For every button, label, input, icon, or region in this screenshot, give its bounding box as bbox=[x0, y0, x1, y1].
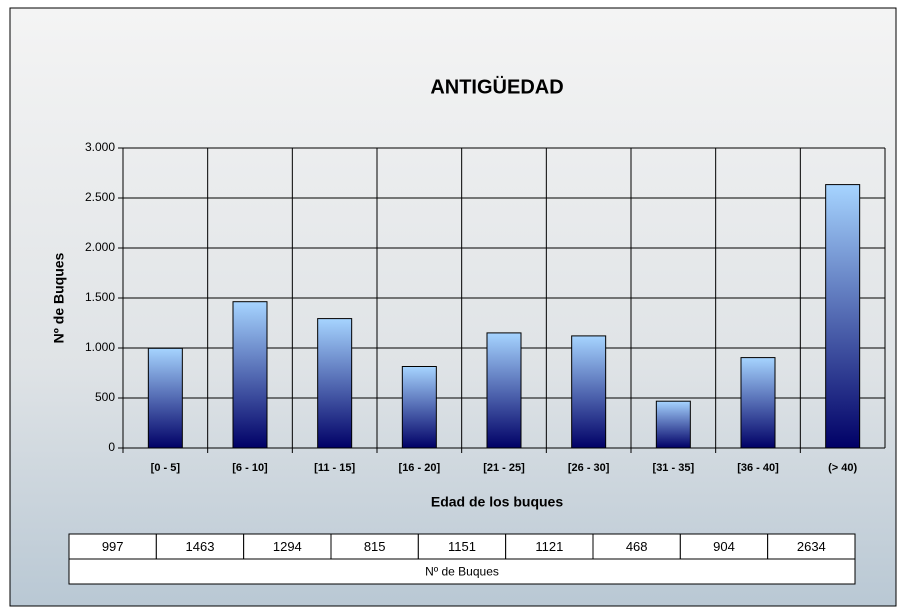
table-value: 468 bbox=[626, 539, 648, 554]
table-value: 2634 bbox=[797, 539, 826, 554]
x-axis-title: Edad de los buques bbox=[431, 494, 563, 510]
bar bbox=[232, 301, 268, 449]
table-value: 997 bbox=[102, 539, 124, 554]
bar bbox=[486, 332, 522, 449]
table-value: 904 bbox=[713, 539, 735, 554]
chart-title: ANTIGÜEDAD bbox=[430, 75, 563, 98]
y-tick-label: 2.500 bbox=[85, 190, 115, 204]
bar bbox=[401, 366, 437, 449]
x-tick-label: [31 - 35] bbox=[653, 462, 695, 474]
y-tick-label: 3.000 bbox=[85, 140, 115, 154]
y-tick-label: 1.000 bbox=[85, 340, 115, 354]
x-tick-label: [21 - 25] bbox=[483, 462, 525, 474]
table-value: 1294 bbox=[273, 539, 302, 554]
x-tick-label: [16 - 20] bbox=[399, 462, 441, 474]
bar bbox=[825, 184, 861, 449]
table-value: 1151 bbox=[448, 539, 476, 554]
bar bbox=[740, 357, 776, 449]
chart-frame bbox=[9, 7, 897, 607]
bar bbox=[147, 347, 183, 449]
table-cell bbox=[417, 533, 507, 560]
table-value: 1463 bbox=[186, 539, 215, 554]
y-tick-label: 2.000 bbox=[85, 240, 115, 254]
table-series-cell bbox=[68, 558, 856, 585]
y-tick-label: 500 bbox=[95, 390, 115, 404]
bar bbox=[571, 335, 607, 449]
y-axis-title: Nº de Buques bbox=[51, 252, 67, 343]
table-value: 815 bbox=[364, 539, 386, 554]
table-value: 1121 bbox=[535, 539, 563, 554]
x-tick-label: [6 - 10] bbox=[232, 462, 268, 474]
x-tick-label: [26 - 30] bbox=[568, 462, 610, 474]
x-tick-label: (> 40) bbox=[828, 462, 857, 474]
table-series-name: Nº de Buques bbox=[425, 565, 499, 579]
table-cell bbox=[243, 533, 332, 560]
table-cell bbox=[767, 533, 856, 560]
y-tick-label: 1.500 bbox=[85, 290, 115, 304]
x-tick-label: [36 - 40] bbox=[737, 462, 779, 474]
y-tick-label: 0 bbox=[108, 440, 115, 454]
x-tick-label: [11 - 15] bbox=[314, 462, 355, 474]
table-cell bbox=[330, 533, 419, 560]
bar bbox=[655, 400, 691, 449]
x-tick-label: [0 - 5] bbox=[151, 462, 181, 474]
bar bbox=[317, 318, 353, 449]
